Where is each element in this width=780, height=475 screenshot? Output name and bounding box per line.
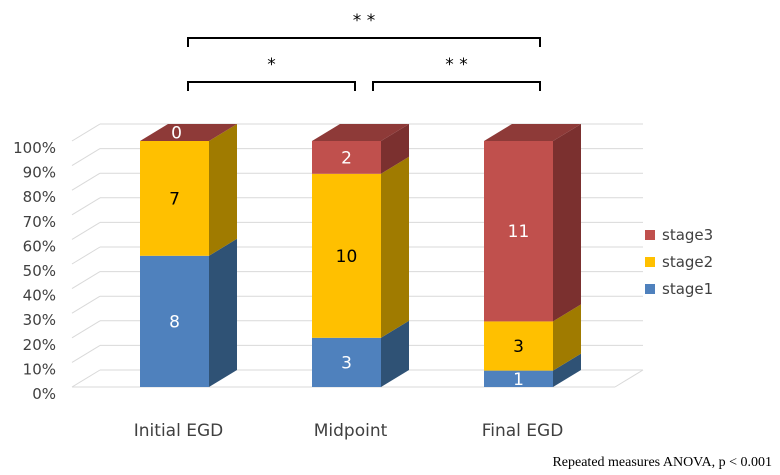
gridline-side [71, 148, 101, 167]
bar-stage1 [484, 370, 553, 387]
gridline-side [71, 197, 101, 216]
significance-bracket [187, 81, 356, 91]
y-tick-label: 10% [23, 360, 56, 378]
bar-top-stage3 [484, 124, 581, 141]
bar-top-stage3 [140, 124, 237, 141]
significance-label: * * [353, 11, 375, 31]
statistics-note: Repeated measures ANOVA, p < 0.001 [552, 455, 772, 470]
significance-brackets: * * * * * [187, 11, 541, 91]
bar-top-stage3 [312, 124, 409, 141]
gridline-side [71, 246, 101, 265]
legend: stage3 stage2 stage1 [645, 226, 713, 298]
gridline-side [71, 344, 101, 363]
gridline-side [71, 123, 101, 142]
bar-side-stage1 [553, 353, 581, 387]
bar-stage1 [140, 255, 209, 387]
y-tick-label: 30% [23, 311, 56, 329]
data-label-stage2: 3 [513, 337, 524, 357]
legend-swatch-stage2 [645, 257, 655, 267]
gridline-side [71, 271, 101, 290]
data-label-stage3: 11 [508, 222, 530, 242]
gridline-side [71, 320, 101, 339]
bar-stage3 [312, 141, 381, 174]
bar-side-stage2 [381, 156, 409, 338]
y-tick-label: 20% [23, 336, 56, 354]
data-label-stage2: 10 [336, 247, 358, 267]
data-label-stage3: 2 [341, 148, 352, 168]
significance-bracket [187, 37, 541, 47]
y-tick-label: 40% [23, 287, 56, 305]
significance-label: * [267, 55, 276, 75]
significance-label: * * [445, 55, 467, 75]
gridline-side [71, 172, 101, 191]
y-tick-label: 0% [32, 385, 56, 403]
gridline-side [71, 369, 101, 388]
bar-stage2 [312, 173, 381, 338]
x-tick-label: Initial EGD [134, 421, 223, 441]
bar-side-stage3 [553, 124, 581, 322]
gridline-side [71, 295, 101, 314]
legend-label-stage3: stage3 [662, 226, 713, 244]
bar-side-stage3 [381, 124, 409, 174]
bar-side-stage2 [553, 304, 581, 371]
bar-group-1: 3 10 2 [312, 124, 409, 387]
data-label-stage1: 8 [169, 312, 180, 332]
x-tick-label: Final EGD [482, 421, 564, 441]
gridline-side [71, 221, 101, 240]
x-tick-label: Midpoint [314, 421, 388, 441]
bar-stage2 [484, 321, 553, 371]
bar-stage3 [484, 141, 553, 322]
data-label-stage1: 3 [341, 353, 352, 373]
floor-right-line [614, 369, 644, 388]
y-tick-label: 50% [23, 262, 56, 280]
data-label-stage1: 1 [513, 370, 524, 390]
bar-group-2: 1 3 11 [484, 124, 581, 390]
significance-bracket [372, 81, 541, 91]
legend-swatch-stage1 [645, 284, 655, 294]
bar-group-0: 8 7 0 [140, 124, 237, 387]
data-label-stage2: 7 [169, 189, 180, 209]
bar-stage1 [312, 337, 381, 387]
y-tick-label: 100% [13, 139, 56, 157]
bar-side-stage1 [381, 320, 409, 387]
legend-swatch-stage3 [645, 230, 655, 240]
y-tick-label: 80% [23, 188, 56, 206]
y-tick-label: 60% [23, 237, 56, 255]
legend-label-stage2: stage2 [662, 253, 713, 271]
legend-label-stage1: stage1 [662, 280, 713, 298]
bar-stage2 [140, 141, 209, 256]
bar-side-stage1 [209, 238, 237, 387]
y-tick-label: 70% [23, 213, 56, 231]
data-label-stage3: 0 [171, 124, 182, 144]
bar-side-stage2 [209, 124, 237, 256]
y-tick-label: 90% [23, 164, 56, 182]
